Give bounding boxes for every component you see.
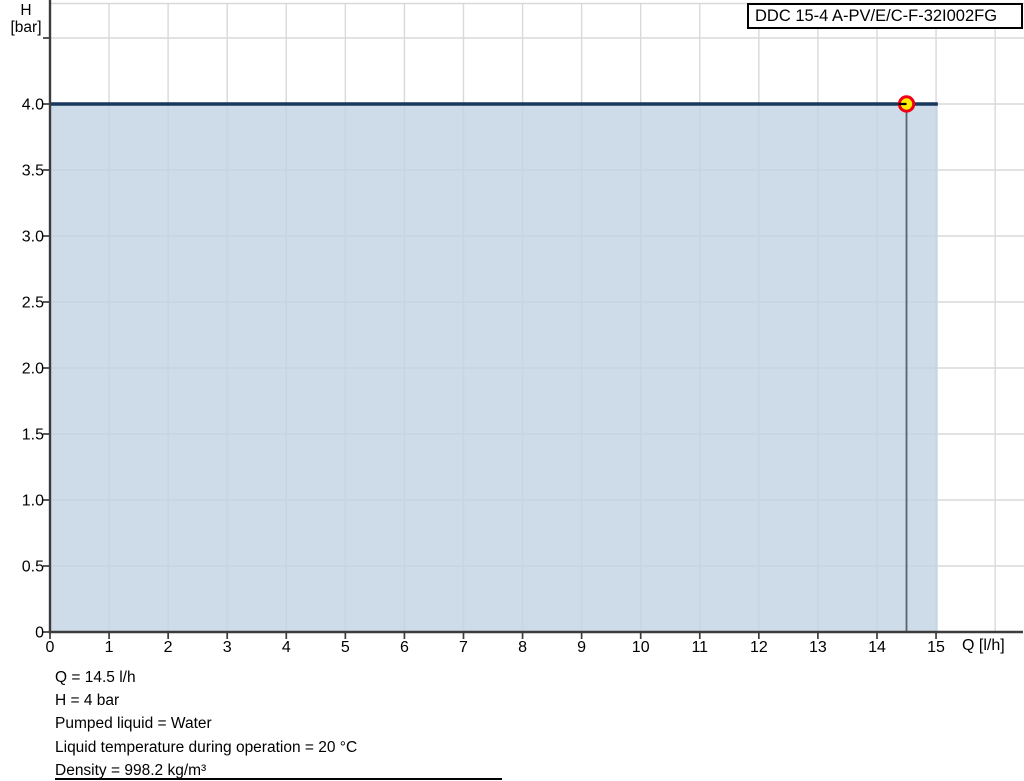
x-axis-unit-label: Q [l/h] bbox=[962, 637, 1005, 654]
y-tick-label: 2.0 bbox=[22, 361, 44, 378]
y-tick-label: 0.5 bbox=[22, 559, 44, 576]
y-tick-label: 2.5 bbox=[22, 295, 44, 312]
footer-line-temperature: Liquid temperature during operation = 20… bbox=[55, 738, 358, 756]
curve-fill-area bbox=[50, 104, 938, 632]
y-axis-unit: [bar] bbox=[10, 19, 42, 36]
x-tick-label: 13 bbox=[809, 639, 827, 656]
bottom-divider bbox=[55, 778, 502, 780]
x-tick-label: 7 bbox=[459, 639, 468, 656]
x-tick-label: 2 bbox=[164, 639, 173, 656]
operating-data-block: Q = 14.5 l/h H = 4 bar Pumped liquid = W… bbox=[55, 666, 357, 781]
pump-model-box: DDC 15-4 A-PV/E/C-F-32I002FG bbox=[747, 3, 1023, 29]
y-axis-quantity: H bbox=[20, 2, 32, 19]
footer-line-flow: Q = 14.5 l/h bbox=[55, 669, 136, 686]
y-tick-label: 1.0 bbox=[22, 493, 44, 510]
x-tick-label: 9 bbox=[577, 639, 586, 656]
x-tick-label: 14 bbox=[868, 639, 886, 656]
pump-curve-chart: 0 1 2 3 4 5 6 7 8 9 10 11 12 13 14 1500.51.01.52.02.53.… bbox=[22, 0, 1024, 656]
y-tick-label: 3.0 bbox=[22, 229, 44, 246]
y-tick-label: 0 bbox=[35, 625, 44, 642]
x-tick-label: 10 bbox=[632, 639, 650, 656]
y-tick-label: 4.0 bbox=[22, 97, 44, 114]
x-tick-label: 3 bbox=[223, 639, 232, 656]
footer-line-density: Density = 998.2 kg/m³ bbox=[55, 761, 207, 779]
x-tick-label: 8 bbox=[518, 639, 527, 656]
x-tick-label: 11 bbox=[691, 639, 708, 656]
footer-line-head: H = 4 bar bbox=[55, 692, 120, 710]
x-tick-label: 5 bbox=[341, 639, 350, 656]
footer-line-liquid: Pumped liquid = Water bbox=[55, 715, 212, 733]
y-tick-label: 3.5 bbox=[22, 163, 44, 180]
x-tick-label: 12 bbox=[750, 639, 768, 656]
y-axis-unit-label: H [bar] bbox=[4, 2, 48, 36]
x-tick-label: 6 bbox=[400, 639, 409, 656]
x-tick-label: 15 bbox=[927, 639, 945, 656]
x-tick-label: 1 bbox=[105, 639, 114, 656]
y-tick-label: 1.5 bbox=[22, 427, 44, 444]
x-tick-label: 0 bbox=[46, 639, 55, 656]
x-tick-label: 4 bbox=[282, 639, 291, 656]
